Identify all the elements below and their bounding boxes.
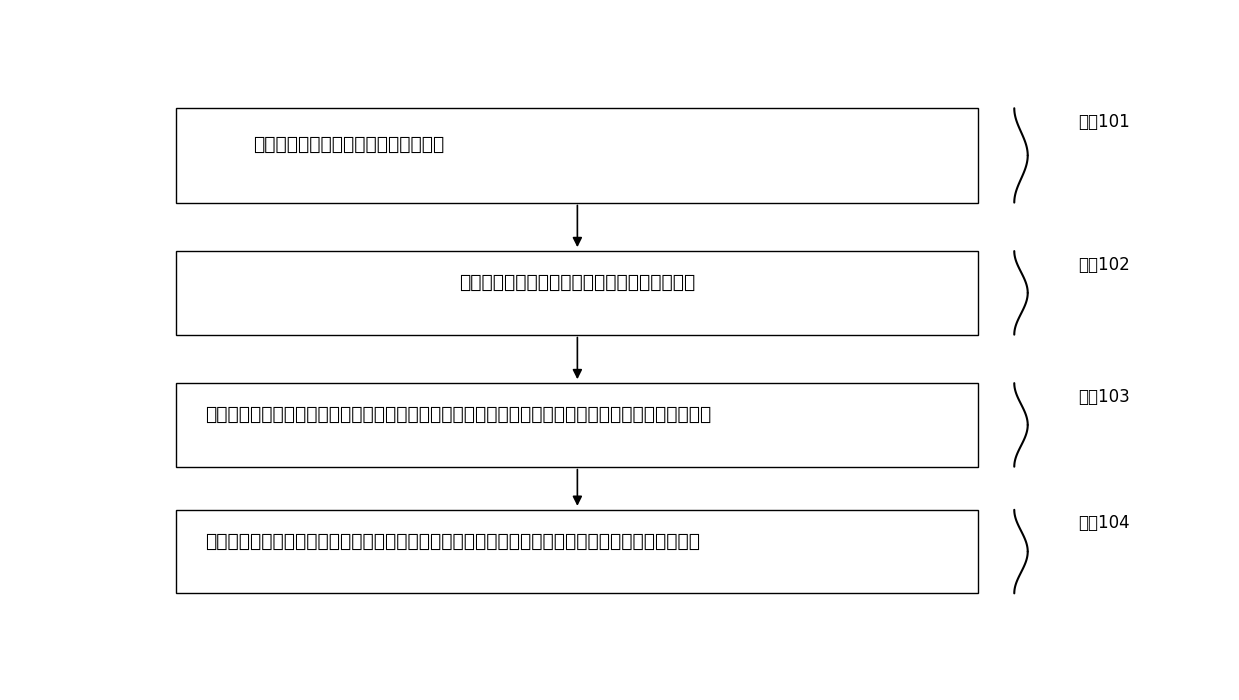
- Text: 步骤101: 步骤101: [1079, 113, 1130, 131]
- Bar: [176, 383, 978, 467]
- Bar: [176, 510, 978, 594]
- Text: 从所述充电电池组中筛选出当前电压与所述当前最低电压的第一差值超过第一设定阈值的待放电电池包: 从所述充电电池组中筛选出当前电压与所述当前最低电压的第一差值超过第一设定阈值的待…: [204, 405, 711, 424]
- Text: 检测充电电池组中各电池包的当前电压: 检测充电电池组中各电池包的当前电压: [253, 134, 444, 153]
- Text: 步骤102: 步骤102: [1079, 256, 1130, 274]
- Text: 对所述待放电电池包进行放电，用于使所述待放电电池包的电压与所述第一差值不超过第一设定阈值: 对所述待放电电池包进行放电，用于使所述待放电电池包的电压与所述第一差值不超过第一…: [204, 532, 700, 551]
- Bar: [176, 108, 978, 202]
- Bar: [176, 251, 978, 335]
- Text: 步骤103: 步骤103: [1079, 388, 1130, 405]
- Text: 步骤104: 步骤104: [1079, 514, 1130, 532]
- Text: 确定所述充电电池组中各电池包的当前最低电压: 确定所述充电电池组中各电池包的当前最低电压: [458, 273, 695, 293]
